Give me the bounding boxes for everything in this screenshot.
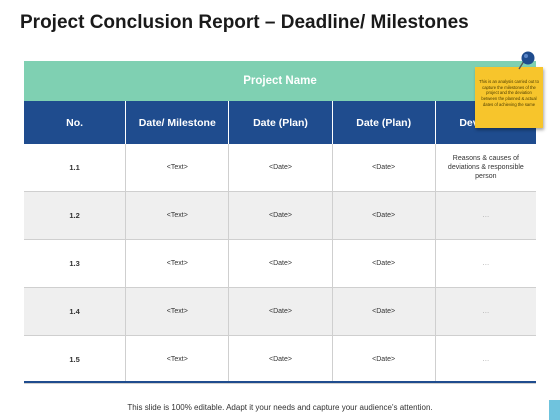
- project-name-label: Project Name: [243, 75, 317, 87]
- sticky-note-text: This is an analysis carried out to captu…: [479, 79, 539, 107]
- corner-accent: [549, 400, 560, 420]
- cell-date-plan-2: <Date>: [331, 192, 435, 239]
- header-no: No.: [66, 116, 84, 129]
- cell-date-plan-2: <Date>: [331, 144, 435, 191]
- cell-no: 1.1: [69, 162, 80, 172]
- cell-deviation: …: [434, 288, 536, 335]
- table-row: 1.2 <Text> <Date> <Date> …: [24, 192, 536, 240]
- cell-no: 1.5: [69, 354, 80, 364]
- cell-milestone: <Text>: [125, 336, 228, 383]
- footer-note: This slide is 100% editable. Adapt it yo…: [127, 403, 433, 412]
- cell-date-plan-2: <Date>: [331, 336, 435, 383]
- header-date-plan-2: Date (Plan): [331, 101, 435, 144]
- cell-no: 1.3: [69, 258, 80, 268]
- sticky-note: This is an analysis carried out to captu…: [475, 67, 543, 128]
- cell-date-plan-2: <Date>: [331, 288, 435, 335]
- project-name-row: Project Name: [24, 61, 536, 101]
- cell-date-plan: <Date>: [228, 144, 331, 191]
- cell-milestone: <Text>: [125, 240, 228, 287]
- table-row: 1.3 <Text> <Date> <Date> …: [24, 240, 536, 288]
- cell-milestone: <Text>: [125, 144, 228, 191]
- milestone-table: Project Name No. Date/ Milestone Date (P…: [24, 61, 536, 384]
- table-row: 1.4 <Text> <Date> <Date> …: [24, 288, 536, 336]
- cell-deviation: …: [434, 192, 536, 239]
- pushpin-icon: [518, 51, 535, 70]
- cell-deviation: …: [434, 240, 536, 287]
- cell-no: 1.4: [69, 306, 80, 316]
- cell-no: 1.2: [69, 210, 80, 220]
- cell-date-plan-2: <Date>: [331, 240, 435, 287]
- table-header-row: No. Date/ Milestone Date (Plan) Date (Pl…: [24, 101, 536, 144]
- slide-title: Project Conclusion Report – Deadline/ Mi…: [20, 12, 469, 33]
- cell-date-plan: <Date>: [228, 336, 331, 383]
- cell-date-plan: <Date>: [228, 192, 331, 239]
- table-row: 1.5 <Text> <Date> <Date> …: [24, 336, 536, 384]
- cell-date-plan: <Date>: [228, 240, 331, 287]
- header-date-milestone: Date/ Milestone: [125, 101, 228, 144]
- cell-milestone: <Text>: [125, 192, 228, 239]
- cell-date-plan: <Date>: [228, 288, 331, 335]
- table-bottom-border: [24, 381, 536, 383]
- cell-deviation: …: [434, 336, 536, 383]
- table-row: 1.1 <Text> <Date> <Date> Reasons & cause…: [24, 144, 536, 192]
- cell-milestone: <Text>: [125, 288, 228, 335]
- cell-deviation: Reasons & causes of deviations & respons…: [434, 144, 536, 191]
- header-date-plan: Date (Plan): [228, 101, 331, 144]
